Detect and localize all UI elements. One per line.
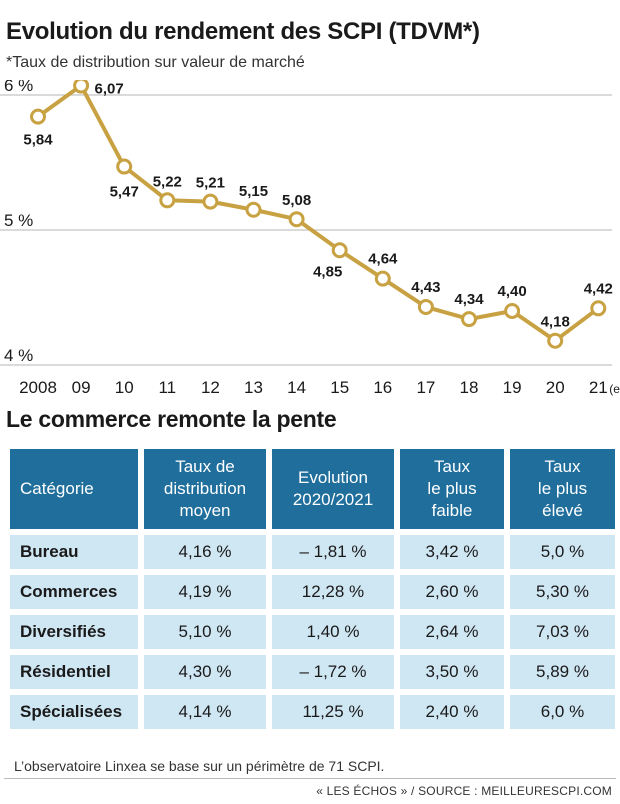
x-tick-label: 19 bbox=[503, 378, 522, 397]
table-row: Spécialisées 4,14 % 11,25 % 2,40 % 6,0 % bbox=[10, 695, 615, 729]
data-point bbox=[547, 332, 564, 349]
value-cell: – 1,81 % bbox=[272, 535, 394, 569]
y-tick-label: 4 % bbox=[4, 346, 33, 365]
data-point bbox=[73, 80, 90, 94]
value-cell: 2,60 % bbox=[400, 575, 504, 609]
data-label: 4,43 bbox=[411, 279, 440, 296]
x-tick-label: 09 bbox=[72, 378, 91, 397]
data-label: 5,15 bbox=[239, 183, 268, 200]
value-cell: 12,28 % bbox=[272, 575, 394, 609]
value-cell: 4,30 % bbox=[144, 655, 266, 689]
x-tick-label: 14 bbox=[287, 378, 306, 397]
table-row: Résidentiel 4,30 % – 1,72 % 3,50 % 5,89 % bbox=[10, 655, 615, 689]
data-point bbox=[202, 193, 219, 210]
x-tick-label: 20 bbox=[546, 378, 565, 397]
line-chart: 4 % 5 % 6 % 2008 09 10 11 12 13 14 15 16 17 18 19 20 21(… bbox=[0, 80, 620, 397]
table-row: Bureau 4,16 % – 1,81 % 3,42 % 5,0 % bbox=[10, 535, 615, 569]
y-tick-label: 5 % bbox=[4, 211, 33, 230]
x-tick-label: 16 bbox=[373, 378, 392, 397]
x-tick-label: 13 bbox=[244, 378, 263, 397]
value-cell: 3,50 % bbox=[400, 655, 504, 689]
category-cell: Bureau bbox=[10, 535, 138, 569]
table-body: Bureau 4,16 % – 1,81 % 3,42 % 5,0 % Commerces… bbox=[10, 535, 615, 729]
value-cell: 7,03 % bbox=[510, 615, 615, 649]
data-point bbox=[461, 311, 477, 328]
data-point bbox=[331, 242, 348, 259]
data-point bbox=[159, 192, 176, 209]
value-cell: 2,64 % bbox=[400, 615, 504, 649]
data-label: 4,85 bbox=[313, 263, 342, 280]
data-label: 4,18 bbox=[541, 314, 570, 331]
data-label: 6,07 bbox=[94, 81, 123, 98]
value-cell: 2,40 % bbox=[400, 695, 504, 729]
data-label: 5,22 bbox=[153, 173, 182, 190]
value-cell: 4,16 % bbox=[144, 535, 266, 569]
category-cell: Diversifiés bbox=[10, 615, 138, 649]
value-cell: 11,25 % bbox=[272, 695, 394, 729]
data-point bbox=[504, 303, 521, 319]
column-header: Evolution 2020/2021 bbox=[272, 449, 394, 529]
value-cell: 5,0 % bbox=[510, 535, 615, 569]
value-cell: 4,19 % bbox=[144, 575, 266, 609]
x-tick-label: 11 bbox=[158, 378, 176, 397]
data-point bbox=[417, 298, 434, 315]
y-tick-label: 6 % bbox=[4, 80, 33, 95]
data-label: 4,42 bbox=[584, 280, 613, 297]
category-cell: Commerces bbox=[10, 575, 138, 609]
value-cell: – 1,72 % bbox=[272, 655, 394, 689]
value-cell: 1,40 % bbox=[272, 615, 394, 649]
data-label: 5,21 bbox=[196, 175, 225, 192]
chart-subtitle: *Taux de distribution sur valeur de marc… bbox=[6, 54, 305, 71]
value-cell: 5,89 % bbox=[510, 655, 615, 689]
table-title: Le commerce remonte la pente bbox=[6, 406, 337, 432]
table-header-row: Catégorie Taux de distribution moyen Evoluti… bbox=[10, 449, 615, 529]
chart-title: Evolution du rendement des SCPI (TDVM*) bbox=[6, 18, 480, 45]
data-label: 4,34 bbox=[454, 291, 484, 308]
data-label: 5,84 bbox=[23, 132, 53, 149]
column-header: Taux le plus élevé bbox=[510, 449, 615, 529]
data-point bbox=[116, 158, 133, 175]
data-point bbox=[288, 211, 305, 228]
x-tick-suffix: (e) bbox=[609, 382, 620, 396]
value-cell: 3,42 % bbox=[400, 535, 504, 569]
category-cell: Résidentiel bbox=[10, 655, 138, 689]
x-tick-label: 10 bbox=[115, 378, 134, 397]
category-cell: Spécialisées bbox=[10, 695, 138, 729]
table-row: Commerces 4,19 % 12,28 % 2,60 % 5,30 % bbox=[10, 575, 615, 609]
data-point bbox=[590, 300, 607, 317]
x-tick-label: 18 bbox=[460, 378, 479, 397]
table-row: Diversifiés 5,10 % 1,40 % 2,64 % 7,03 % bbox=[10, 615, 615, 649]
footnote: L’observatoire Linxea se base sur un pér… bbox=[14, 758, 385, 774]
x-tick-label: 2008 bbox=[19, 378, 57, 397]
series-line bbox=[36, 83, 600, 343]
column-header: Taux de distribution moyen bbox=[144, 449, 266, 529]
value-cell: 5,10 % bbox=[144, 615, 266, 649]
value-cell: 5,30 % bbox=[510, 575, 615, 609]
data-label: 4,64 bbox=[368, 251, 398, 268]
source-credit: « LES ÉCHOS » / SOURCE : MEILLEURESCPI.C… bbox=[316, 784, 612, 798]
data-point bbox=[30, 108, 46, 125]
data-label: 4,40 bbox=[497, 283, 526, 300]
footer-divider bbox=[4, 778, 616, 779]
data-point bbox=[245, 201, 262, 218]
x-tick-label: 21 bbox=[589, 378, 608, 397]
scpi-table: Catégorie Taux de distribution moyen Evoluti… bbox=[4, 443, 620, 735]
data-label: 5,47 bbox=[110, 184, 139, 201]
value-cell: 4,14 % bbox=[144, 695, 266, 729]
x-tick-label: 15 bbox=[330, 378, 349, 397]
data-label: 5,08 bbox=[282, 192, 311, 209]
value-cell: 6,0 % bbox=[510, 695, 615, 729]
x-tick-label: 17 bbox=[416, 378, 435, 397]
column-header: Catégorie bbox=[10, 449, 138, 529]
data-point bbox=[374, 270, 391, 287]
x-tick-label: 12 bbox=[201, 378, 220, 397]
column-header: Taux le plus faible bbox=[400, 449, 504, 529]
